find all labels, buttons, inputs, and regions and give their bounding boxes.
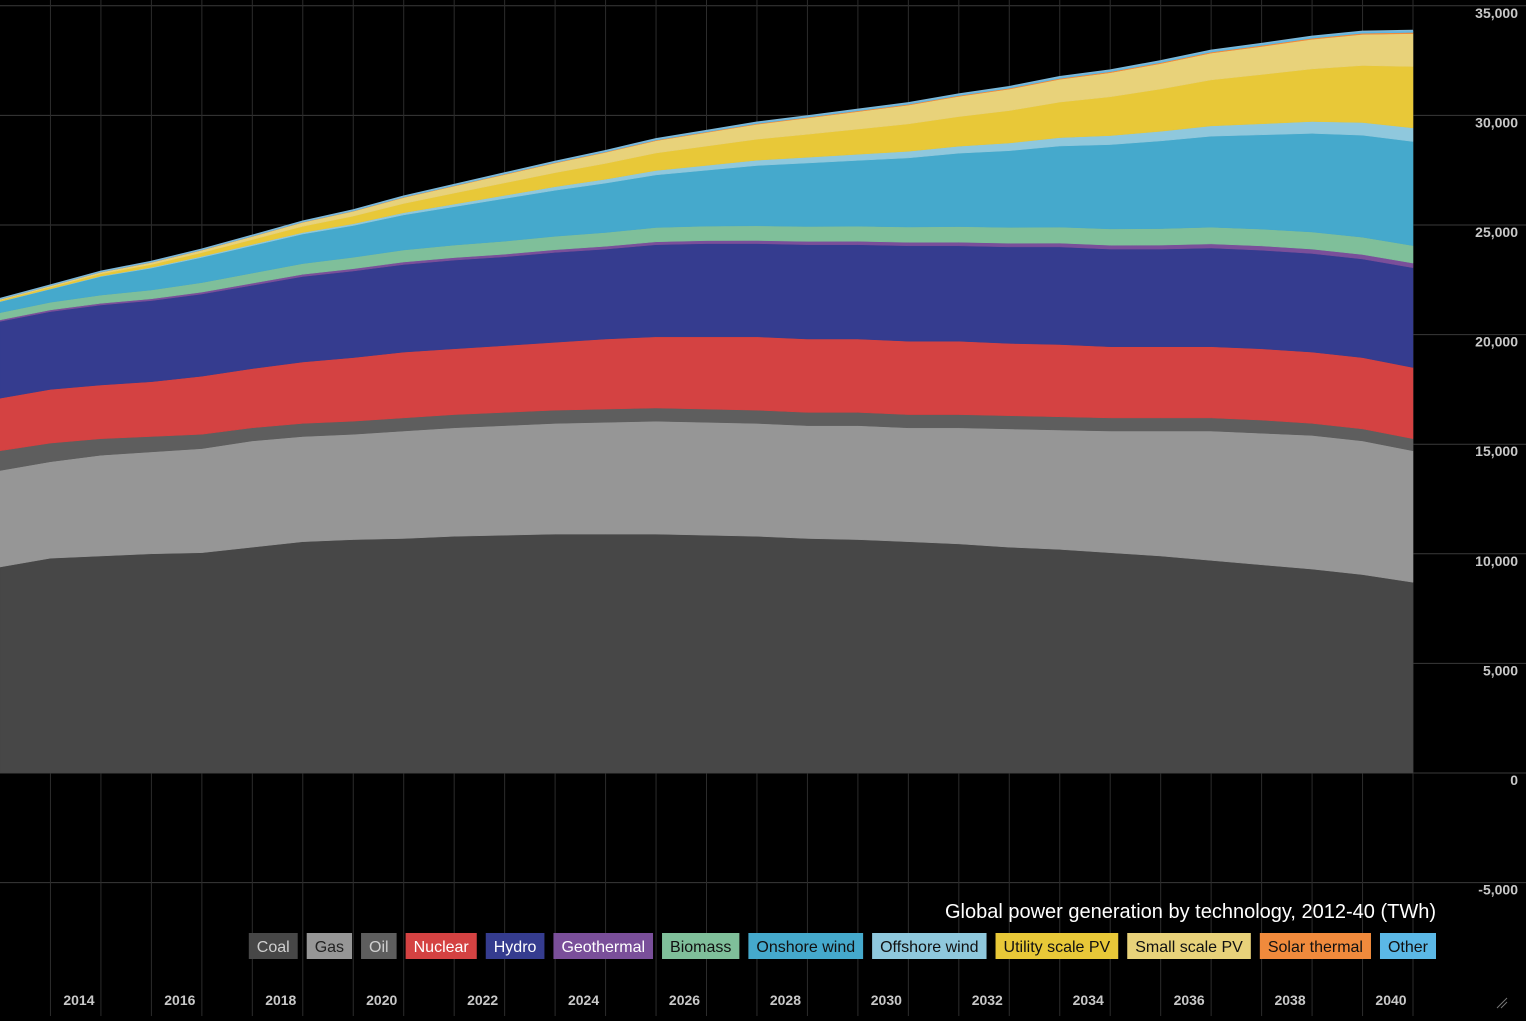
x-tick-label: 2032 [972, 992, 1003, 1008]
legend-item-biomass[interactable]: Biomass [662, 933, 740, 959]
legend-swatch [553, 933, 654, 959]
legend-item-coal[interactable]: Coal [248, 933, 298, 959]
x-tick-label: 2028 [770, 992, 801, 1008]
legend: Coal Gas Oil Nuclear Hydro Geothermal Biomass O… [248, 933, 1436, 959]
x-tick-label: 2022 [467, 992, 498, 1008]
legend-swatch [662, 933, 740, 959]
total-outline [0, 29, 1414, 300]
x-tick-label: 2036 [1174, 992, 1205, 1008]
area-coal[interactable] [0, 533, 1414, 774]
legend-item-nuclear[interactable]: Nuclear [405, 933, 477, 959]
legend-item-hydro[interactable]: Hydro [485, 933, 545, 959]
legend-label: Other [1388, 939, 1429, 956]
legend-item-solar-thermal[interactable]: Solar thermal [1259, 933, 1371, 959]
legend-label: Biomass [670, 939, 731, 956]
axis-layer: 35,000 30,000 25,000 20,000 15,000 10,000 5,00… [63, 5, 1518, 1008]
legend-item-offshore-wind[interactable]: Offshore wind [872, 933, 987, 959]
y-tick-label: -5,000 [1478, 882, 1518, 898]
legend-item-onshore-wind[interactable]: Onshore wind [748, 933, 864, 959]
legend-swatch [748, 933, 864, 959]
legend-swatch [872, 933, 987, 959]
y-tick-label: 35,000 [1475, 5, 1518, 21]
legend-swatch [405, 933, 477, 959]
legend-label: Offshore wind [880, 939, 978, 956]
legend-swatch [1379, 933, 1436, 959]
legend-swatch [1259, 933, 1371, 959]
legend-label: Utility scale PV [1004, 939, 1111, 956]
x-tick-label: 2024 [568, 992, 599, 1008]
x-tick-label: 2038 [1274, 992, 1305, 1008]
legend-item-gas[interactable]: Gas [306, 933, 353, 959]
x-tick-label: 2034 [1073, 992, 1104, 1008]
y-tick-label: 15,000 [1475, 443, 1518, 459]
legend-label: Nuclear [414, 939, 470, 956]
y-tick-label: 0 [1510, 772, 1518, 788]
resize-handle-icon[interactable] [1496, 997, 1508, 1009]
legend-label: Gas [315, 939, 344, 956]
legend-label: Solar thermal [1268, 939, 1363, 956]
y-tick-label: 20,000 [1475, 334, 1518, 350]
chart-title: Global power generation by technology, 2… [945, 901, 1436, 923]
legend-swatch [306, 933, 353, 959]
legend-swatch [248, 933, 298, 959]
legend-swatch [995, 933, 1119, 959]
y-tick-label: 10,000 [1475, 553, 1518, 569]
x-tick-label: 2026 [669, 992, 700, 1008]
legend-label: Small scale PV [1135, 939, 1243, 956]
legend-label: Geothermal [561, 939, 645, 956]
legend-swatch [361, 933, 397, 959]
area-layer [0, 29, 1414, 774]
y-tick-label: 25,000 [1475, 224, 1518, 240]
x-tick-label: 2040 [1375, 992, 1406, 1008]
legend-swatch [1127, 933, 1251, 959]
y-tick-label: 30,000 [1475, 114, 1518, 130]
x-tick-label: 2018 [265, 992, 296, 1008]
y-tick-label: 5,000 [1483, 662, 1518, 678]
legend-label: Hydro [494, 939, 537, 956]
x-tick-label: 2030 [871, 992, 902, 1008]
legend-item-small-scale-pv[interactable]: Small scale PV [1127, 933, 1251, 959]
legend-item-other[interactable]: Other [1379, 933, 1436, 959]
legend-item-utility-scale-pv[interactable]: Utility scale PV [995, 933, 1119, 959]
x-tick-label: 2014 [63, 992, 94, 1008]
legend-label: Coal [257, 939, 290, 956]
legend-item-oil[interactable]: Oil [361, 933, 397, 959]
legend-swatch [485, 933, 545, 959]
legend-label: Onshore wind [756, 939, 855, 956]
legend-label: Oil [369, 939, 389, 956]
legend-item-geothermal[interactable]: Geothermal [553, 933, 654, 959]
x-tick-label: 2020 [366, 992, 397, 1008]
x-tick-label: 2016 [164, 992, 195, 1008]
